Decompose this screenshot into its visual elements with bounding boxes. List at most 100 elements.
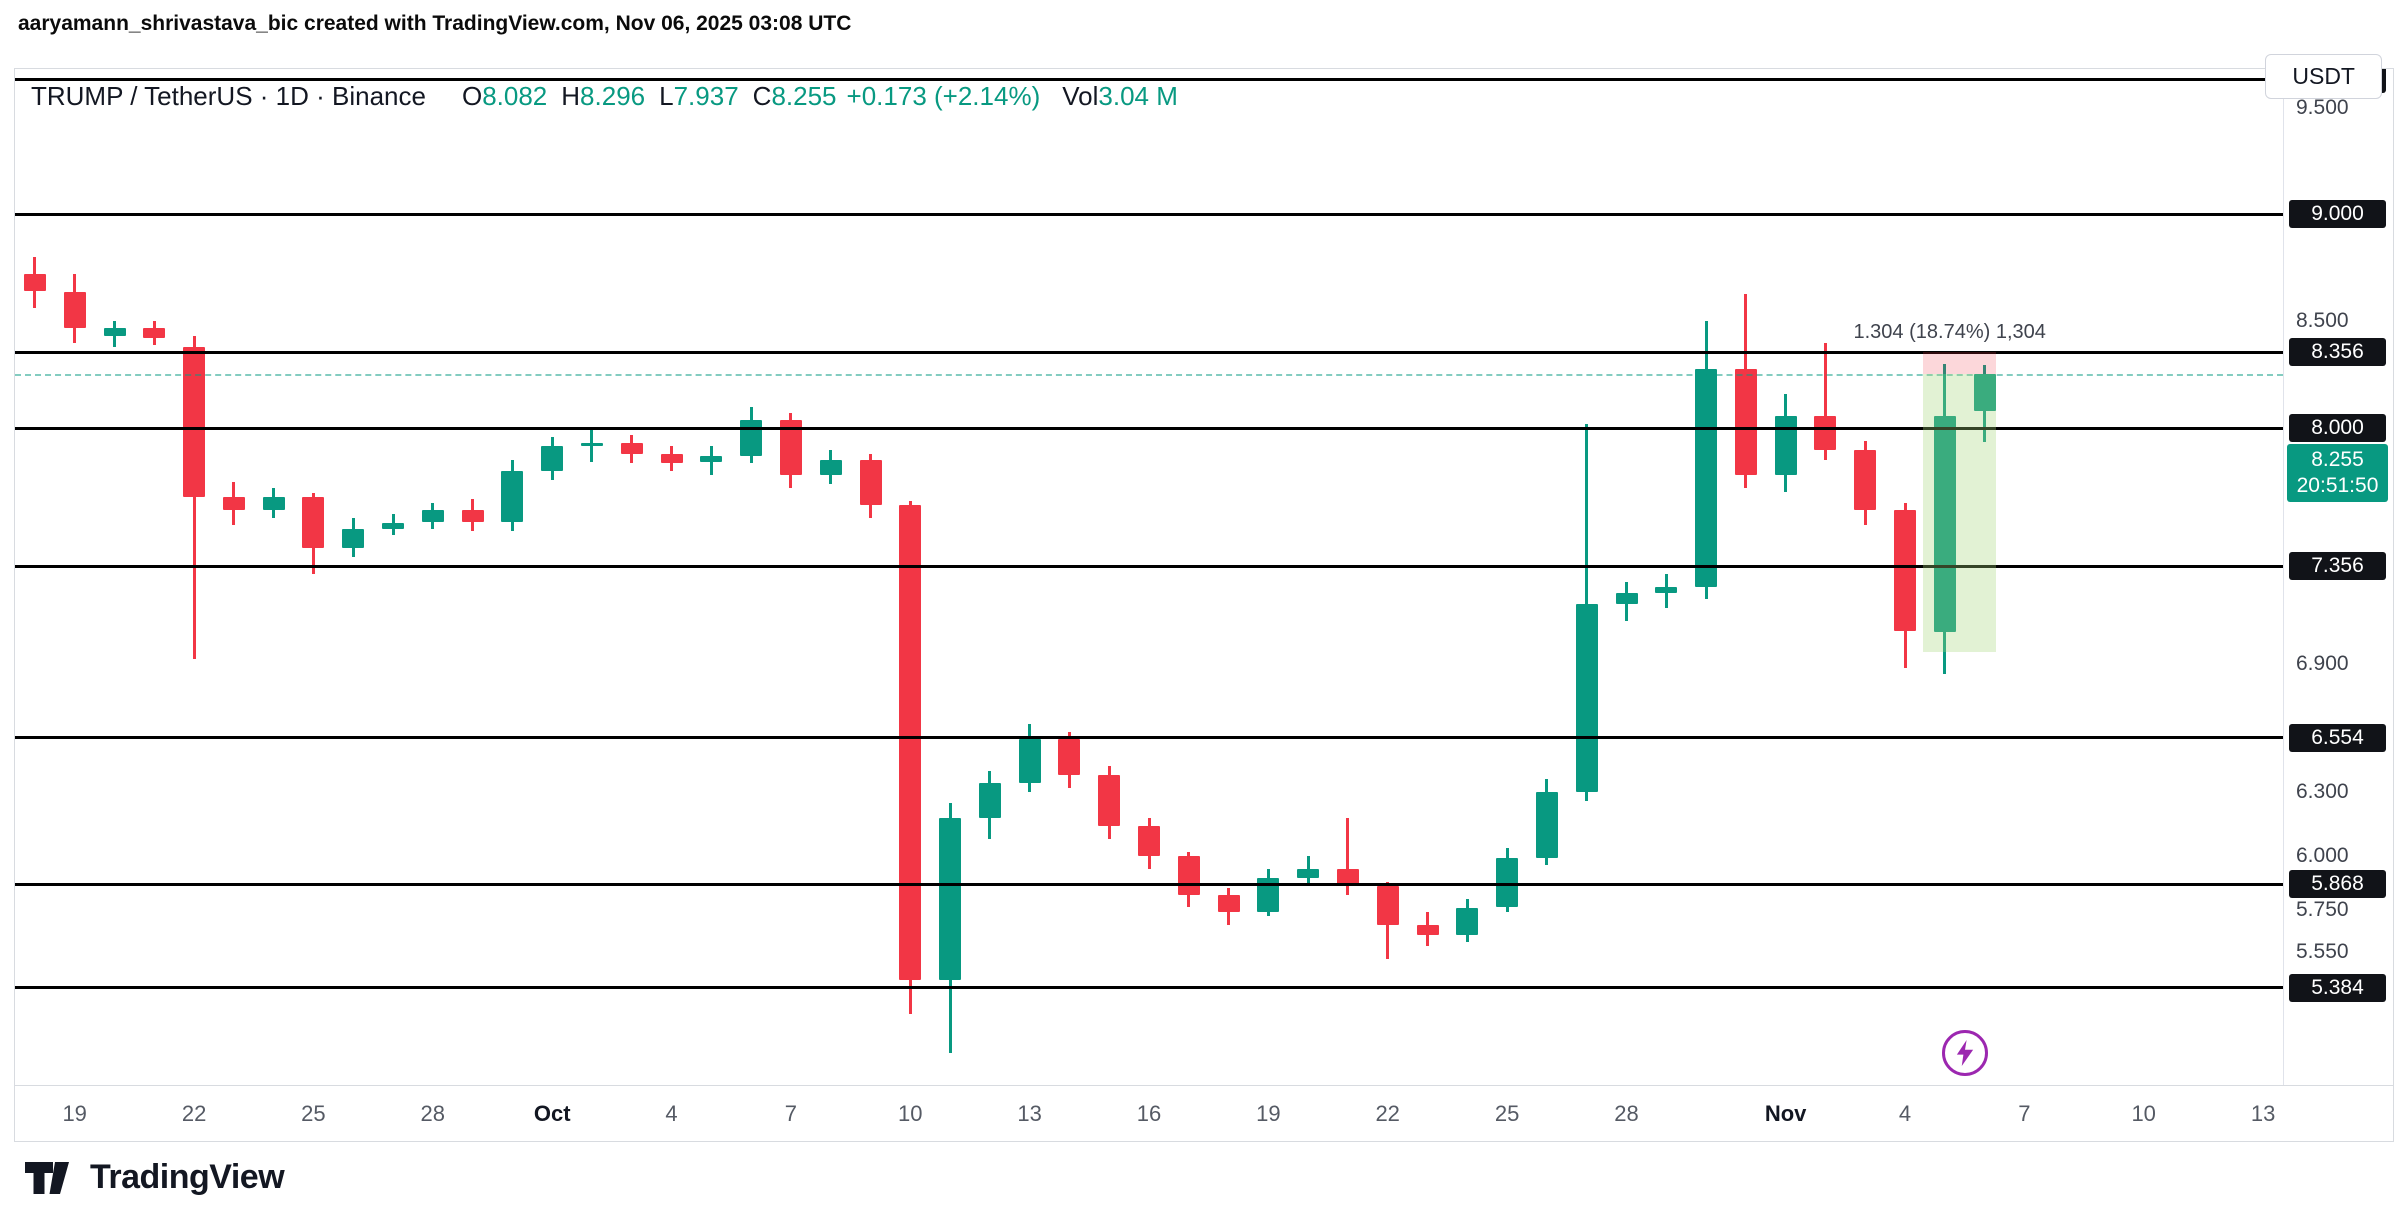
time-axis-label[interactable]: 16 [1136,1101,1162,1126]
tradingview-branding[interactable]: TradingView [24,1158,285,1197]
currency-toggle-button[interactable]: USDT [2265,54,2382,99]
candle-body [302,496,325,549]
symbol-title[interactable]: TRUMP / TetherUS · 1D · Binance [31,81,426,111]
candle-body [1217,894,1240,912]
price-level-line[interactable] [15,77,2283,81]
time-axis-label[interactable]: 22 [181,1101,207,1126]
candle-body [1734,368,1757,476]
candle-body [1814,415,1837,450]
high-label: H [561,81,581,111]
low-value: 7.937 [673,81,739,111]
price-level-line[interactable] [15,882,2283,886]
candle-body [541,445,564,472]
candle-body [819,460,842,476]
time-axis-label[interactable]: 19 [62,1101,87,1126]
time-axis-label[interactable]: 28 [420,1101,446,1126]
price-axis[interactable]: 9.6339.0008.3568.0007.3566.5545.8685.384… [2283,69,2393,1085]
time-axis-label[interactable]: 4 [1898,1101,1912,1126]
time-axis-label[interactable]: 7 [784,1101,798,1126]
price-level-line[interactable] [15,426,2283,430]
price-tick-label: 8.500 [2296,309,2349,333]
time-axis-label[interactable]: 28 [1614,1101,1639,1126]
attribution-text: aaryamann_shrivastava_bic created with T… [18,12,852,35]
candle-body [183,347,206,497]
time-axis-label[interactable]: Nov [1764,1101,1807,1126]
price-level-line[interactable] [15,736,2283,740]
candle-wick [1823,342,1827,461]
candle-body [1774,415,1797,476]
change-value: +0.173 (+2.14%) [846,81,1041,111]
candle-body [978,783,1001,818]
candle-body [501,471,524,523]
current-price-line [15,373,2283,376]
candle-body [421,509,444,523]
time-axis-label[interactable]: 13 [2250,1101,2276,1126]
time-axis-label[interactable]: 25 [301,1101,326,1126]
candle-body [103,327,126,337]
candle-body [23,274,46,292]
candle-body [1336,869,1359,887]
price-tick-label: 6.000 [2296,844,2349,868]
candle-body [1456,907,1479,936]
time-axis-label[interactable]: 10 [2131,1101,2156,1126]
price-level-badge: 5.868 [2289,870,2386,899]
candle-wick [192,336,196,660]
time-axis-label[interactable]: 22 [1375,1101,1400,1126]
close-value: 8.255 [771,81,837,111]
time-axis-label[interactable]: 7 [2018,1101,2031,1126]
measure-profit-zone[interactable] [1922,373,1997,653]
chart-legend: TRUMP / TetherUS · 1D · Binance O 8.082 H… [31,81,1178,112]
candle-body [580,443,603,447]
open-value: 8.082 [482,81,548,111]
price-level-line[interactable] [15,986,2283,990]
candle-body [1695,368,1718,587]
low-label: L [659,81,674,111]
time-axis-label[interactable]: 25 [1494,1101,1520,1126]
measure-stop-zone[interactable] [1922,352,1997,374]
current-price-value: 8.255 [2311,448,2364,472]
candle-body [1416,924,1439,936]
candle-body [461,509,484,523]
candle-body [700,456,723,463]
price-level-badge: 5.384 [2289,973,2386,1002]
price-level-line[interactable] [15,350,2283,354]
candle-body [1575,603,1598,792]
price-level-badge: 8.356 [2289,338,2386,367]
candle-body [1138,826,1160,857]
price-tick-label: 5.750 [2296,897,2349,921]
time-axis-label[interactable]: 10 [898,1101,923,1126]
time-axis[interactable]: 19 22 25 28 Oct 4 7 10 13 16 19 22 25 28 Nov 4 7 10 13 [15,1085,2393,1141]
candle-body [1257,877,1280,912]
candle-body [1058,738,1081,775]
candle-body [779,419,802,476]
volume-label: Vol [1062,81,1099,111]
candle-body [143,327,166,339]
price-level-line[interactable] [15,212,2283,216]
plot-area[interactable]: 1.304 (18.74%) 1,304 [15,69,2283,1085]
price-tick-label: 9.500 [2296,95,2349,119]
time-axis-label[interactable]: Oct [533,1101,571,1126]
candle-body [859,460,882,506]
candle-body [620,443,643,454]
candle-body [382,522,404,529]
candle-body [1297,869,1320,878]
chart-panel: TRUMP / TetherUS · 1D · Binance O 8.082 H… [14,68,2394,1142]
time-axis-label[interactable]: 4 [665,1101,678,1126]
brand-wordmark: TradingView [90,1158,285,1196]
lightning-icon[interactable] [1941,1029,1988,1076]
candle-body [342,528,365,549]
candle-body [1018,738,1041,784]
candle-body [939,817,962,981]
candle-body [660,454,683,463]
price-level-line[interactable] [15,564,2283,568]
time-axis-label[interactable]: 19 [1256,1101,1281,1126]
measure-label: 1.304 (18.74%) 1,304 [1853,321,2046,344]
open-label: O [461,81,483,111]
candle-body [899,505,922,981]
candle-body [1973,373,1996,411]
time-axis-label[interactable]: 13 [1017,1101,1042,1126]
close-label: C [752,81,772,111]
candle-wick [1346,817,1350,895]
candle-body [1854,449,1877,510]
candle-body [1535,792,1558,859]
